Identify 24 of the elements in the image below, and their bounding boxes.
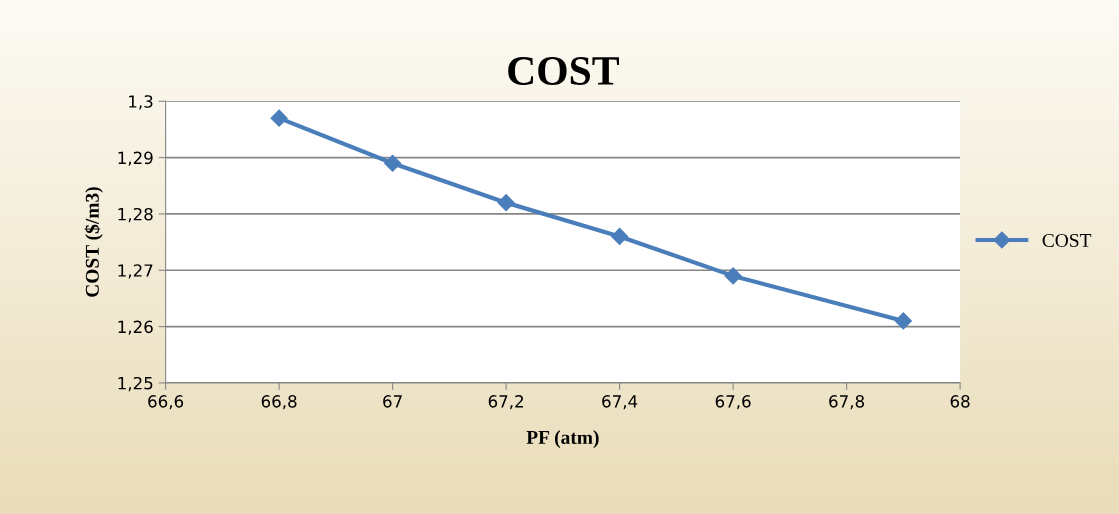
y-tick-label: 1,29 bbox=[118, 151, 153, 166]
x-tick-label: 67,2 bbox=[488, 395, 523, 410]
point bbox=[384, 154, 402, 172]
x-tick-label: 66,8 bbox=[261, 395, 297, 410]
y-tick-label: 1,26 bbox=[118, 320, 153, 335]
point bbox=[497, 194, 515, 212]
x-tick-label: 67 bbox=[383, 395, 402, 408]
y-tick-label: 1,25 bbox=[118, 376, 153, 392]
y-axis-title: COST ($/m3) bbox=[84, 187, 103, 297]
x-tick-label: 67,8 bbox=[829, 395, 865, 410]
x-axis-title: PF (atm) bbox=[526, 430, 599, 448]
point bbox=[270, 109, 288, 127]
y-tick-label: 1,28 bbox=[118, 207, 153, 223]
x-tick-label: 67,4 bbox=[602, 395, 638, 410]
y-tick-label: 1,27 bbox=[118, 264, 153, 279]
y-tick-label: 1,3 bbox=[129, 95, 153, 110]
point bbox=[724, 267, 742, 285]
point bbox=[611, 227, 629, 246]
chart-title: COST bbox=[508, 57, 619, 85]
x-tick-label: 68 bbox=[950, 395, 970, 408]
point bbox=[894, 312, 912, 330]
x-tick-label: 67,6 bbox=[715, 395, 751, 410]
legend-label: COST bbox=[1042, 233, 1092, 248]
x-tick-label: 66,6 bbox=[148, 395, 184, 410]
